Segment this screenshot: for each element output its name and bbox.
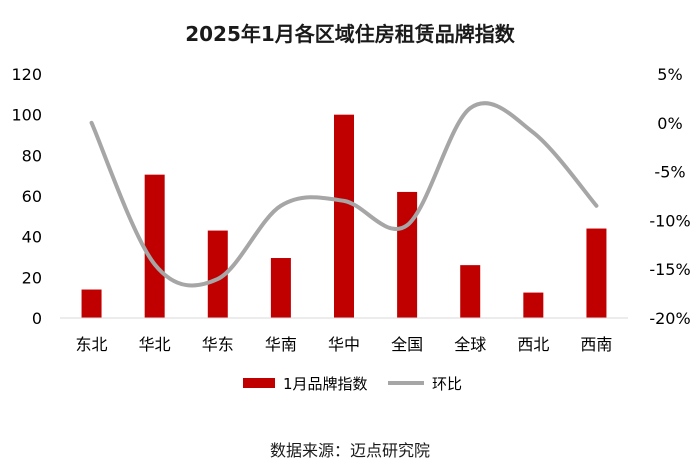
y-right-tick-label: 0% <box>657 114 682 133</box>
y-left-tick-label: 40 <box>22 228 42 247</box>
x-tick-label: 东北 <box>76 335 108 354</box>
y-right-tick-label: -5% <box>654 163 685 182</box>
x-tick-label: 全球 <box>454 335 486 354</box>
chart-title: 2025年1月各区域住房租赁品牌指数 <box>185 22 515 46</box>
y-right-tick-label: 5% <box>657 65 682 84</box>
x-tick-label: 华中 <box>328 335 360 354</box>
bar <box>207 230 228 318</box>
y-left-tick-label: 0 <box>32 309 42 328</box>
bar <box>586 228 607 318</box>
x-tick-label: 华北 <box>139 335 171 354</box>
y-left-tick-label: 20 <box>22 268 42 287</box>
x-tick-label: 西北 <box>517 335 549 354</box>
x-tick-label: 华南 <box>265 335 297 354</box>
bar <box>81 289 102 318</box>
y-left-tick-label: 100 <box>11 106 42 125</box>
bar <box>334 114 354 319</box>
legend-label-bar: 1月品牌指数 <box>283 375 368 393</box>
bar <box>397 191 418 318</box>
legend-swatch-bar <box>243 378 275 388</box>
y-left-tick-label: 80 <box>22 146 42 165</box>
bar <box>144 174 165 318</box>
y-right-tick-label: -20% <box>649 309 690 328</box>
x-tick-label: 华东 <box>202 335 234 354</box>
y-right-tick-label: -10% <box>649 211 690 230</box>
y-left-tick-label: 60 <box>22 187 42 206</box>
bar <box>523 292 544 318</box>
legend-label-line: 环比 <box>432 375 462 393</box>
y-left-tick-label: 120 <box>11 65 42 84</box>
bar <box>460 265 481 318</box>
y-right-tick-label: -15% <box>649 260 690 279</box>
bar <box>270 258 291 318</box>
x-tick-label: 全国 <box>391 335 423 354</box>
source-note: 数据来源：迈点研究院 <box>269 441 430 460</box>
x-tick-label: 西南 <box>580 335 612 354</box>
